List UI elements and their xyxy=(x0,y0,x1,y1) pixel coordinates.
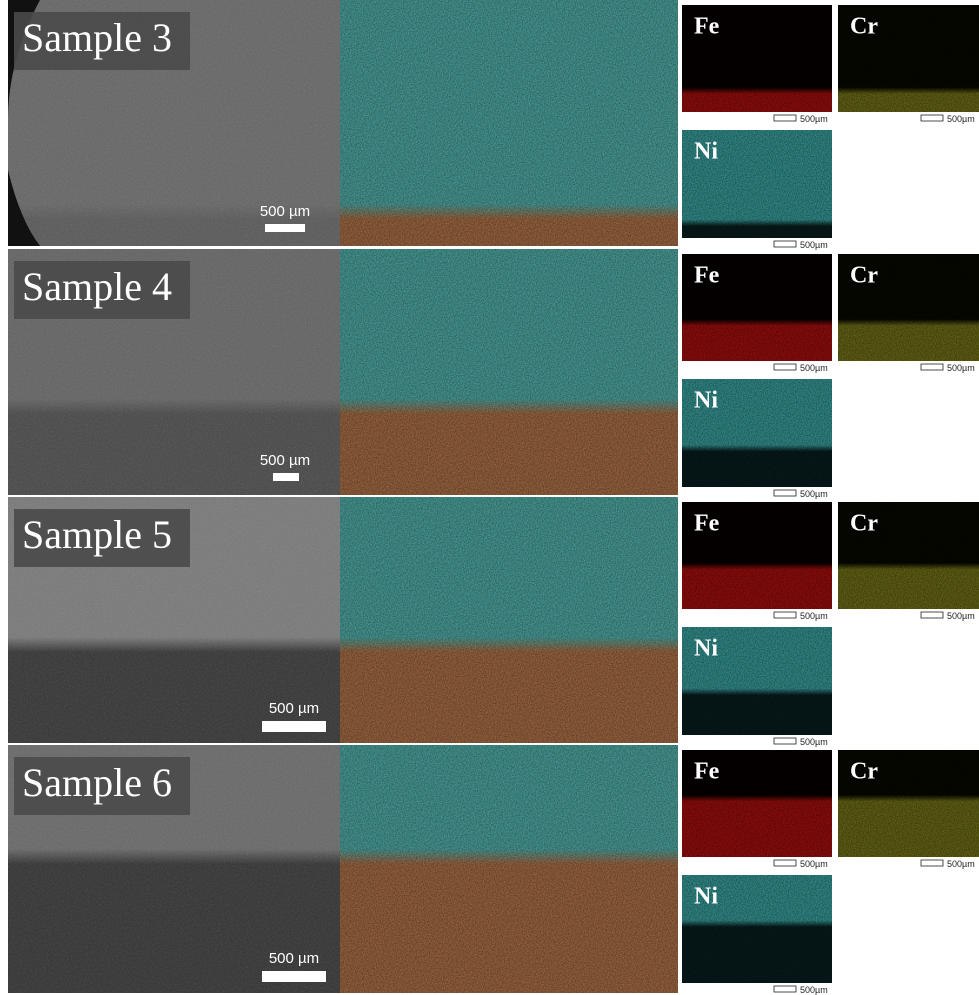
map-scale-label: 500µm xyxy=(800,114,828,124)
element-label: Cr xyxy=(850,511,878,537)
map-scale-label: 500µm xyxy=(947,611,975,621)
element-label: Ni xyxy=(694,388,718,414)
map-scale-label: 500µm xyxy=(800,363,828,373)
eds-sparkle xyxy=(340,0,678,246)
map-scale-bar xyxy=(921,612,943,618)
element-label: Cr xyxy=(850,759,878,785)
sample-row: Sample 3 500 µm Fe 500µm Cr 500µm Ni 500µm xyxy=(8,0,979,250)
scale-bar-label: 500 µm xyxy=(269,700,319,717)
map-scale-bar xyxy=(774,364,796,370)
element-label: Ni xyxy=(694,884,718,910)
eds-sparkle xyxy=(340,249,678,495)
sample-row: Sample 4 500 µm Fe 500µm Cr 500µm Ni 500µm xyxy=(8,249,979,499)
map-scale-label: 500µm xyxy=(800,737,828,747)
scale-bar xyxy=(262,721,326,732)
element-label: Fe xyxy=(694,263,720,289)
scale-bar xyxy=(273,473,299,481)
element-label: Fe xyxy=(694,759,720,785)
map-scale-label: 500µm xyxy=(947,114,975,124)
element-label: Fe xyxy=(694,511,720,537)
element-label: Cr xyxy=(850,263,878,289)
map-scale-label: 500µm xyxy=(800,611,828,621)
map-scale-bar xyxy=(921,860,943,866)
eds-sparkle xyxy=(340,745,678,993)
scale-bar-label: 500 µm xyxy=(269,950,319,967)
map-scale-bar xyxy=(774,986,796,992)
map-scale-bar xyxy=(774,612,796,618)
map-scale-label: 500µm xyxy=(800,489,828,499)
sample-row: Sample 5 500 µm Fe 500µm Cr 500µm Ni 500µm xyxy=(8,497,979,747)
map-scale-label: 500µm xyxy=(947,363,975,373)
sample-label: Sample 4 xyxy=(22,264,172,309)
scale-bar xyxy=(265,224,305,232)
map-scale-label: 500µm xyxy=(800,985,828,995)
eds-sparkle xyxy=(340,497,678,743)
element-label: Fe xyxy=(694,14,720,40)
map-scale-label: 500µm xyxy=(947,859,975,869)
scale-bar xyxy=(262,971,326,982)
element-label: Cr xyxy=(850,14,878,40)
sample-label: Sample 6 xyxy=(22,760,172,805)
map-scale-bar xyxy=(921,115,943,121)
scale-bar-label: 500 µm xyxy=(260,203,310,220)
element-label: Ni xyxy=(694,139,718,165)
map-scale-bar xyxy=(774,115,796,121)
map-scale-label: 500µm xyxy=(800,859,828,869)
map-scale-bar xyxy=(774,490,796,496)
figure: Sample 3500 µmFe500µmCr500µmNi500µmSampl… xyxy=(0,0,979,995)
sample-label: Sample 3 xyxy=(22,15,172,60)
scale-bar-label: 500 µm xyxy=(260,452,310,469)
sample-label: Sample 5 xyxy=(22,512,172,557)
map-scale-bar xyxy=(774,738,796,744)
element-label: Ni xyxy=(694,636,718,662)
sample-row: Sample 6 500 µm Fe 500µm Cr 500µm Ni 500µm xyxy=(8,745,979,995)
map-scale-label: 500µm xyxy=(800,240,828,250)
map-scale-bar xyxy=(774,860,796,866)
map-scale-bar xyxy=(774,241,796,247)
map-scale-bar xyxy=(921,364,943,370)
